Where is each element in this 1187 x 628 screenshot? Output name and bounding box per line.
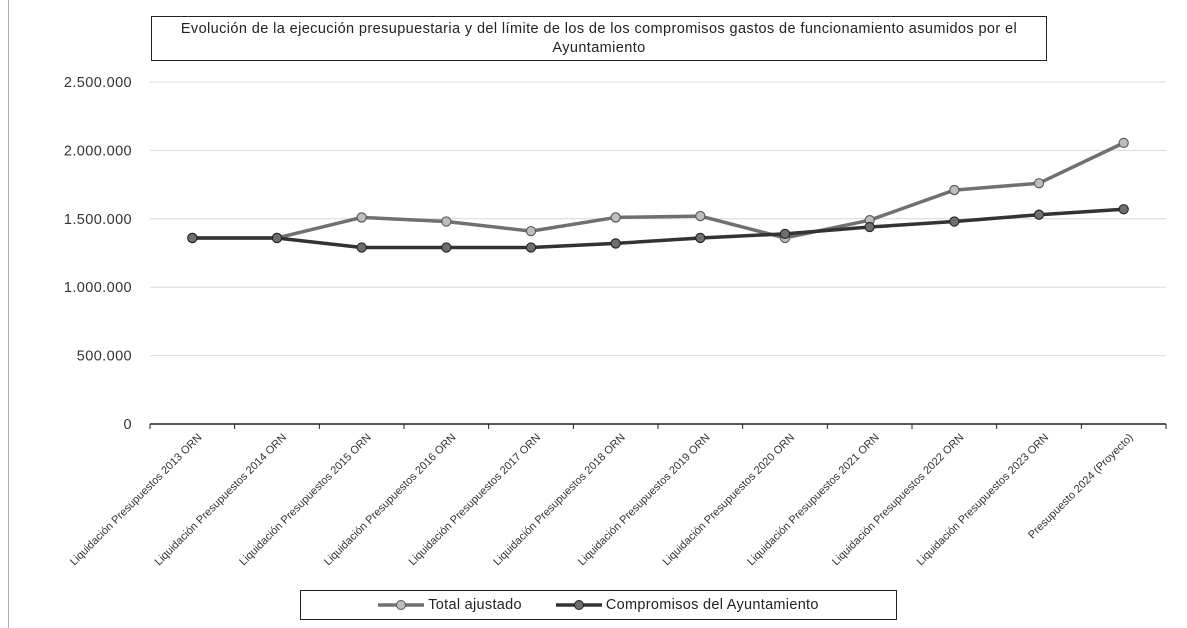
data-point-total-ajustado (1118, 137, 1129, 149)
x-tick-label: Liquidación Presupuestos 2013 ORN (68, 432, 205, 569)
data-point-total-ajustado (356, 212, 367, 223)
data-point-compromisos (610, 238, 621, 249)
x-tick-label: Liquidación Presupuestos 2017 ORN (407, 432, 544, 569)
x-tick-label: Liquidación Presupuestos 2019 ORN (576, 432, 713, 569)
data-point-total-ajustado (949, 184, 960, 196)
x-tick-label: Liquidación Presupuestos 2016 ORN (322, 432, 459, 569)
y-tick-label: 1.000.000 (64, 280, 132, 296)
x-tick-label: Liquidación Presupuestos 2020 ORN (661, 432, 798, 569)
legend-label-total-ajustado: Total ajustado (428, 597, 522, 613)
data-point-compromisos (187, 232, 198, 244)
series-line-compromisos (192, 207, 1124, 250)
x-axis: Liquidación Presupuestos 2013 ORNLiquida… (68, 423, 1167, 569)
data-point-compromisos (441, 242, 452, 253)
data-point-compromisos (1033, 209, 1045, 220)
gridlines (150, 81, 1166, 357)
x-tick-label: Liquidación Presupuestos 2015 ORN (237, 432, 374, 569)
y-tick-label: 0 (124, 417, 132, 433)
data-point-total-ajustado (441, 216, 452, 227)
series-layer (187, 137, 1129, 253)
chart-frame-left-edge (8, 0, 9, 628)
legend-item-compromisos: Compromisos del Ayuntamiento (555, 597, 819, 613)
x-tick-label: Liquidación Presupuestos 2014 ORN (153, 432, 290, 569)
data-point-compromisos (949, 216, 960, 227)
y-tick-label: 1.500.000 (64, 212, 132, 228)
legend-swatch-total-ajustado (378, 600, 425, 610)
data-point-total-ajustado (695, 210, 706, 222)
data-point-compromisos (864, 221, 875, 233)
data-point-total-ajustado (610, 212, 621, 223)
legend-label-compromisos: Compromisos del Ayuntamiento (605, 597, 819, 613)
y-tick-label: 2.000.000 (64, 143, 132, 159)
data-point-compromisos (1118, 204, 1129, 215)
series-line-total-ajustado (192, 141, 1125, 240)
x-tick-label: Liquidación Presupuestos 2023 ORN (915, 432, 1052, 569)
x-tick-label: Liquidación Presupuestos 2021 ORN (745, 432, 882, 569)
data-point-compromisos (695, 232, 706, 244)
data-point-compromisos (525, 242, 537, 253)
data-point-compromisos (356, 242, 367, 253)
y-tick-label: 500.000 (77, 349, 132, 365)
x-tick-label: Liquidación Presupuestos 2022 ORN (830, 432, 967, 569)
data-point-total-ajustado (1033, 178, 1045, 189)
data-point-compromisos (271, 232, 283, 244)
data-point-compromisos (779, 228, 791, 239)
chart-title-box: Evolución de la ejecución presupuestaria… (151, 16, 1047, 61)
legend-swatch-compromisos (555, 600, 602, 610)
chart-title: Evolución de la ejecución presupuestaria… (180, 20, 1018, 56)
legend-item-total-ajustado: Total ajustado (378, 597, 522, 613)
y-tick-label: 2.500.000 (64, 75, 132, 91)
x-tick-label: Liquidación Presupuestos 2018 ORN (491, 432, 628, 569)
chart-legend: Total ajustado Compromisos del Ayuntamie… (300, 590, 897, 620)
y-axis: 0 500.000 1.000.000 1.500.000 2.000.000 2.500… (64, 75, 132, 433)
data-point-total-ajustado (525, 225, 537, 237)
